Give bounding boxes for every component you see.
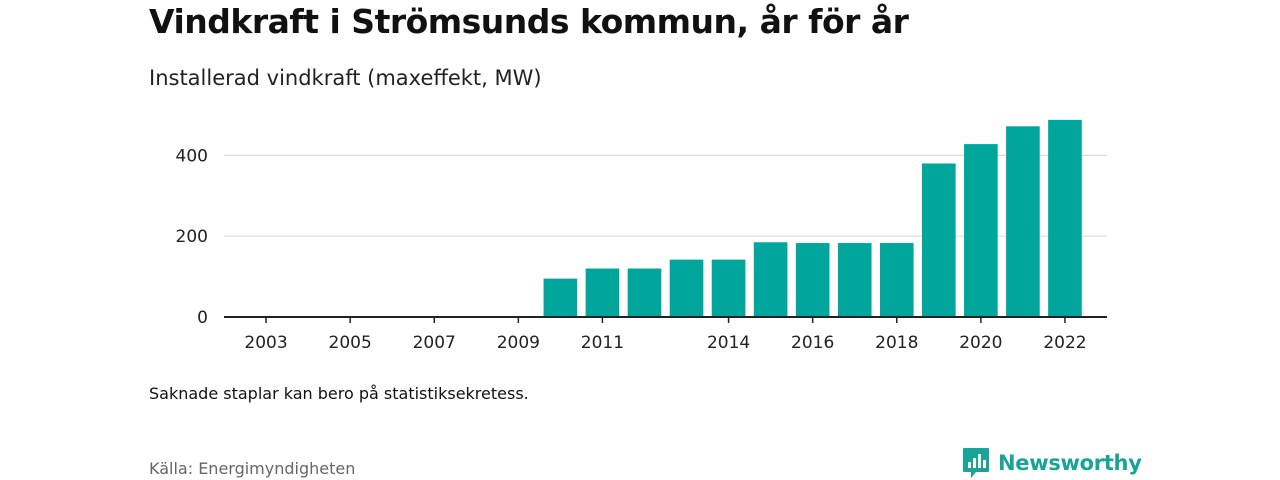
bar [543,278,578,317]
bar [627,268,662,317]
x-tick-label: 2003 [244,333,287,353]
x-tick-label: 2011 [581,333,624,353]
bars [543,119,1082,318]
chart-note: Saknade staplar kan bero på statistiksek… [149,384,529,403]
bar [879,243,914,317]
newsworthy-icon [963,448,989,478]
y-tick-label: 400 [176,146,208,166]
bar [837,243,872,317]
x-tick-label: 2016 [791,333,834,353]
bar [753,242,788,317]
bar-chart: 0 200 400 2003 2005 2007 2009 2011 2014 2016 2018… [176,119,1107,353]
chart-subtitle: Installerad vindkraft (maxeffekt, MW) [149,66,542,90]
x-tick-label: 2007 [413,333,456,353]
x-tick-label: 2005 [329,333,372,353]
source-text: Källa: Energimyndigheten [149,459,356,478]
bar [964,144,998,317]
bar [1048,119,1082,318]
bar [1006,126,1040,317]
x-tick-label: 2018 [875,333,918,353]
x-tick-labels: 2003 2005 2007 2009 2011 2014 2016 2018 2020 2022 [244,317,1087,353]
y-tick-label: 0 [197,308,208,328]
gridlines [224,154,1107,237]
y-tick-label: 200 [176,227,208,247]
brand-logo: Newsworthy [962,447,1142,479]
x-tick-label: 2022 [1043,333,1086,353]
bar [711,259,746,317]
x-tick-label: 2020 [959,333,1002,353]
bar [795,243,830,317]
bar [585,268,620,317]
x-tick-label: 2014 [707,333,750,353]
x-tick-label: 2009 [497,333,540,353]
bar [921,163,956,317]
y-tick-labels: 0 200 400 [176,146,208,328]
brand-name: Newsworthy [998,451,1142,475]
bar [669,259,704,317]
chart-title: Vindkraft i Strömsunds kommun, år för år [149,2,909,41]
